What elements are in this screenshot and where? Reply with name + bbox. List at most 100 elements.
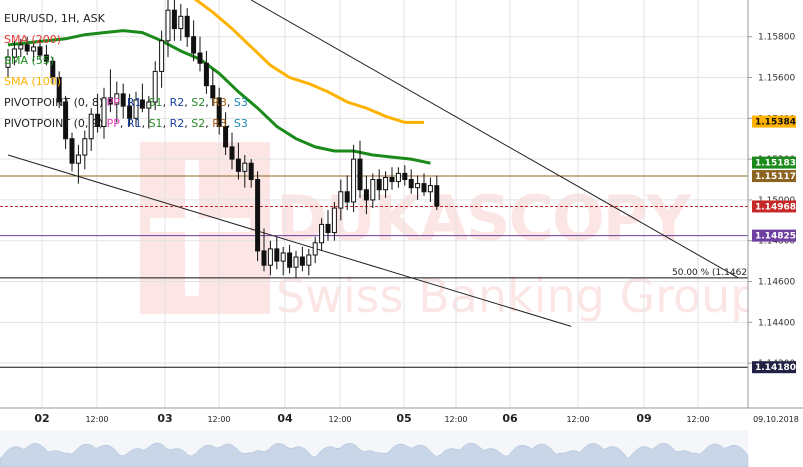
legend-sma55[interactable]: SMA (55) (4, 50, 248, 71)
fib-50-label: 50.00 % (1.1462) (672, 268, 751, 278)
legend-pivot9-label: PIVOTPOINT (0, 9) (4, 117, 104, 130)
candle-body-29 (191, 36, 197, 54)
candle-body-21 (139, 99, 145, 109)
price-tag-4 (752, 229, 796, 242)
sma100-line (193, 0, 424, 124)
candle-body-54 (351, 158, 357, 203)
price-tag-5 (752, 361, 796, 374)
pivot8-pp: PP (106, 96, 120, 109)
legend-timeframe: 1H (60, 12, 77, 25)
candle-body-35 (229, 146, 235, 160)
pivot9-r2: R2 (169, 117, 185, 130)
legend-symbol-text: EUR/USD (4, 12, 54, 25)
candle-body-64 (415, 183, 421, 189)
legend-sma200[interactable]: SMA (200) (4, 29, 248, 50)
y-tick-label-5: 1.14800 (758, 237, 795, 247)
candle-body-38 (248, 162, 254, 181)
candle-body-28 (184, 15, 190, 38)
candle-body-55 (357, 158, 363, 191)
legend-sma200-label: SMA (200) (4, 33, 62, 46)
price-tag-3 (752, 200, 796, 213)
candle-body-23 (152, 70, 158, 103)
pivot8-r1: R1 (126, 96, 142, 109)
price-tag-label-3: 1.14968 (755, 202, 796, 212)
candle-body-33 (216, 97, 222, 127)
x-tick-label-9: 12:00 (566, 415, 589, 424)
candle-body-36 (235, 158, 241, 172)
x-tick-label-7: 12:00 (444, 415, 467, 424)
price-tag-2 (752, 170, 796, 183)
legend-pivot9[interactable]: PIVOTPOINT (0, 9) PP, R1, S1, R2, S2, R3… (4, 117, 248, 130)
legend-side: ASK (83, 12, 105, 25)
pivot9-s3: S3 (233, 117, 248, 130)
x-tick-label-2: 03 (157, 412, 172, 425)
price-tag-label-4: 1.14825 (755, 232, 796, 242)
candle-body-41 (267, 248, 273, 266)
candle-body-47 (306, 254, 312, 266)
x-tick-label-3: 12:00 (207, 415, 230, 424)
indicator-legend: EUR/USD, 1H, ASK SMA (200) SMA (55) SMA … (4, 8, 248, 134)
candle-body-46 (299, 256, 305, 266)
candle-body-34 (223, 125, 229, 148)
x-tick-label-12: 09.10.2018 (753, 415, 799, 424)
candle-body-51 (331, 207, 337, 234)
candle-body-30 (197, 52, 203, 64)
candle-body-61 (395, 172, 401, 183)
price-tag-label-5: 1.14180 (755, 363, 796, 373)
candle-body-7 (50, 60, 56, 79)
candle-body-60 (389, 176, 395, 183)
candle-body-62 (402, 172, 408, 181)
legend-sma55-label: SMA (55) (4, 54, 55, 67)
candle-body-12 (82, 138, 88, 156)
candle-body-42 (274, 248, 280, 262)
pivot9-pp: PP (106, 117, 120, 130)
candle-body-16 (107, 97, 113, 105)
price-tag-1 (752, 156, 796, 169)
candle-body-59 (383, 176, 389, 191)
candle-body-10 (69, 138, 75, 164)
candle-body-22 (146, 101, 152, 109)
x-tick-label-11: 12:00 (686, 415, 709, 424)
legend-sma100[interactable]: SMA (100) (4, 71, 248, 92)
candle-body-5 (37, 46, 43, 56)
price-tag-0 (752, 115, 796, 128)
x-tick-label-1: 12:00 (85, 415, 108, 424)
candle-body-4 (31, 46, 37, 52)
pivot8-r3: R3 (212, 96, 227, 109)
candle-body-39 (255, 179, 261, 252)
x-tick-label-6: 05 (396, 412, 411, 425)
legend-pivot8[interactable]: PIVOTPOINT (0, 8) PP, R1, S1, R2, S2, R3… (4, 96, 248, 109)
y-tick-label-1: 1.15600 (758, 74, 795, 84)
candle-body-58 (376, 179, 382, 191)
candle-body-24 (159, 40, 165, 72)
candle-body-19 (127, 105, 133, 119)
candle-body-65 (421, 183, 427, 193)
candle-body-57 (370, 179, 376, 201)
volume-area (0, 442, 749, 467)
candle-body-11 (75, 154, 81, 164)
legend-pivot8-label: PIVOTPOINT (0, 8) (4, 96, 104, 109)
candle-body-0 (5, 56, 11, 68)
x-tick-label-4: 04 (277, 412, 293, 425)
candle-body-37 (242, 162, 248, 172)
pivot8-s1: S1 (148, 96, 163, 109)
legend-symbol[interactable]: EUR/USD, 1H, ASK (4, 12, 105, 25)
candle-body-67 (434, 185, 440, 207)
candle-body-49 (319, 223, 325, 244)
candle-body-32 (210, 85, 216, 99)
y-tick-label-6: 1.14600 (758, 278, 795, 288)
candle-body-18 (120, 93, 126, 107)
candle-body-14 (95, 113, 101, 127)
pivot9-r3: R3 (212, 117, 227, 130)
pivot9-s1: S1 (148, 117, 163, 130)
candle-body-6 (43, 54, 49, 62)
candle-body-56 (363, 189, 369, 201)
candle-body-44 (287, 252, 293, 268)
candle-body-52 (338, 191, 344, 209)
candle-body-45 (293, 256, 299, 268)
x-tick-label-0: 02 (34, 412, 49, 425)
pivot9-r1: R1 (126, 117, 142, 130)
